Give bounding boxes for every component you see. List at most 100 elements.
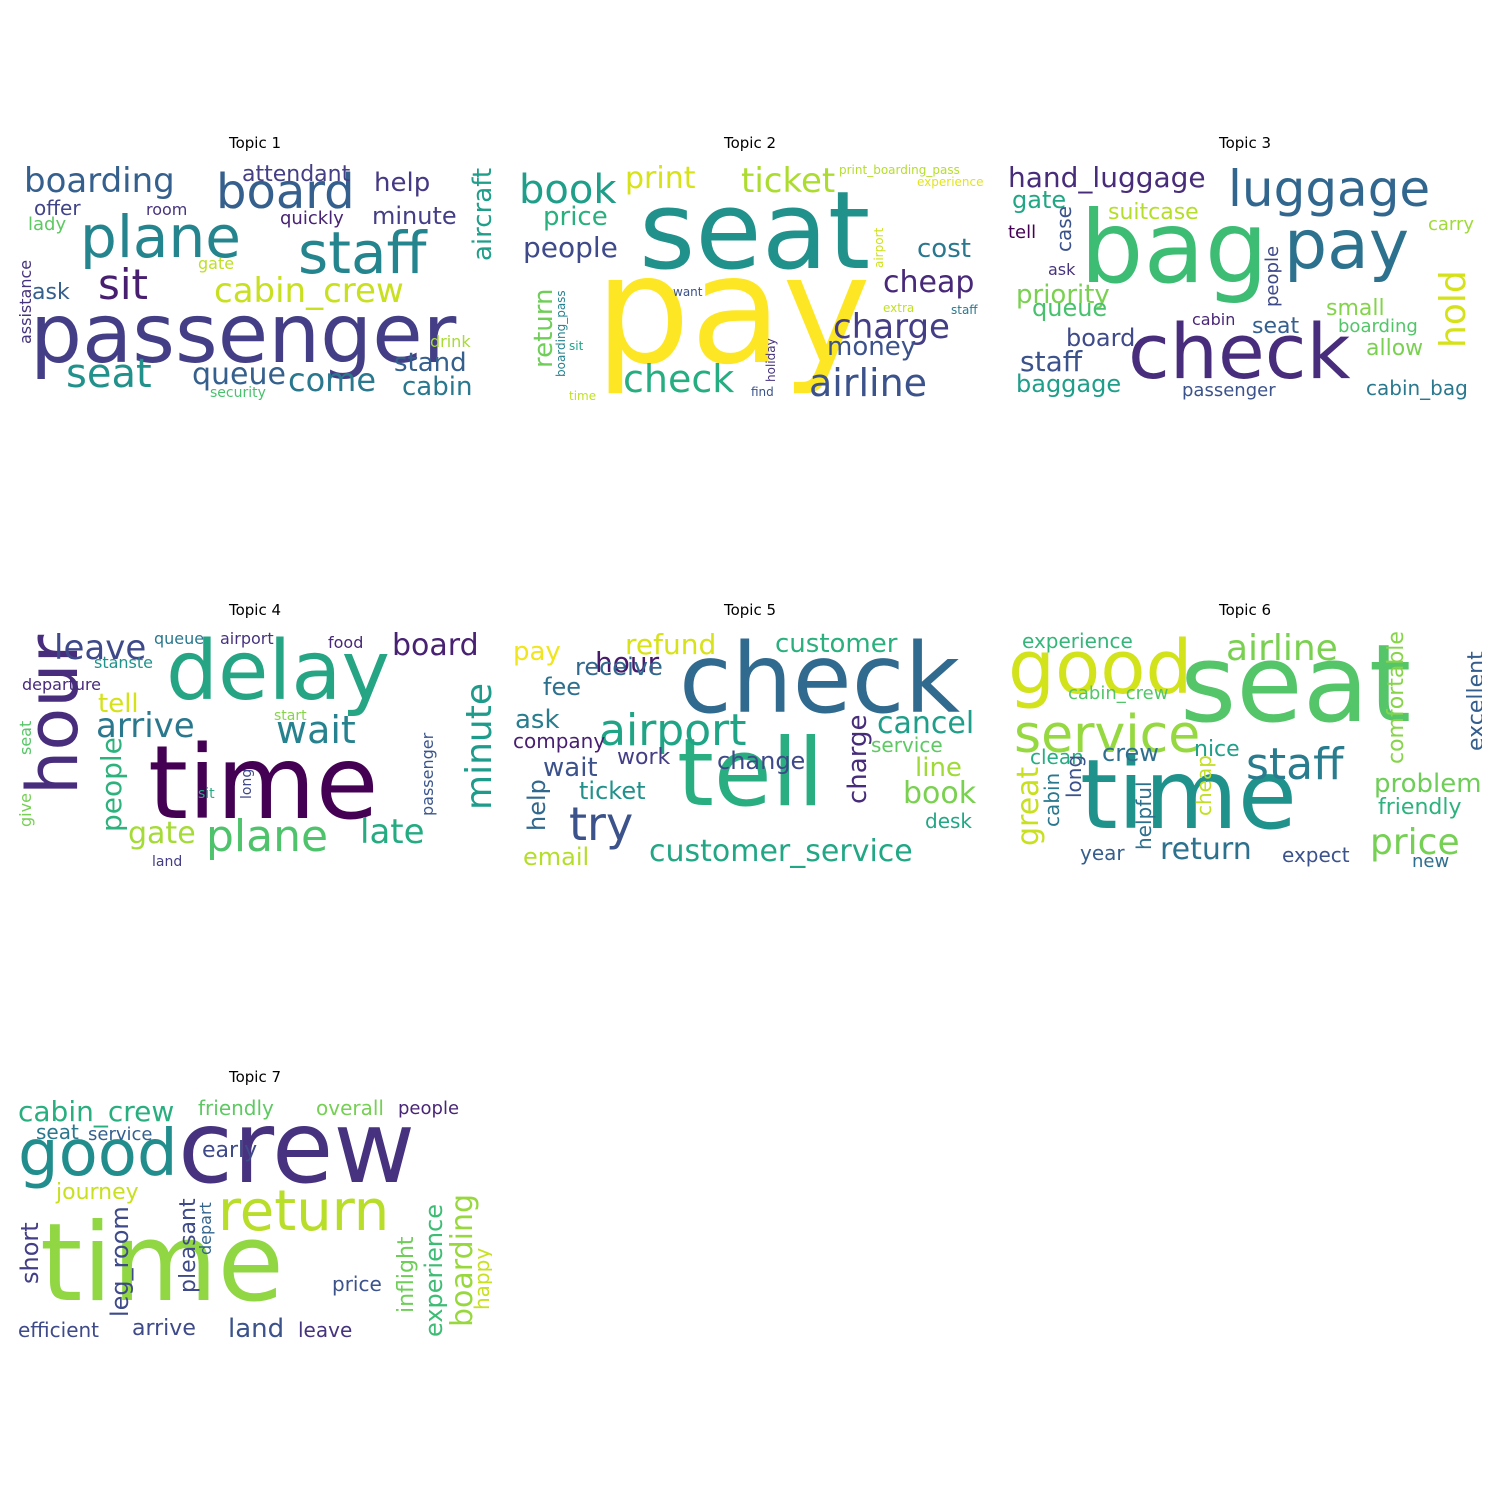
- cloud-word: print_boarding_pass: [839, 164, 960, 177]
- panel-title: Topic 3: [1218, 134, 1272, 152]
- cloud-word: tell: [1008, 222, 1037, 243]
- cloud-word: experience: [1022, 631, 1133, 653]
- cloud-word: time: [1080, 739, 1297, 851]
- cloud-word: people: [95, 737, 128, 832]
- cloud-word: price: [332, 1272, 382, 1296]
- cloud-word: cabin_crew: [1068, 683, 1169, 704]
- cloud-word: ticket: [741, 164, 836, 201]
- cloud-word: expect: [1282, 843, 1350, 867]
- cloud-word: pay: [513, 637, 561, 667]
- cloud-word: return: [218, 1179, 390, 1244]
- cloud-word: queue: [1032, 294, 1108, 322]
- cloud-word: delay: [166, 631, 391, 719]
- topic-4-panel: Topic 4 time delay hour plane minute wait arri…: [18, 601, 492, 871]
- cloud-word: hand_luggage: [1008, 164, 1206, 194]
- cloud-word: charge: [833, 307, 950, 347]
- cloud-word: gate: [1012, 186, 1067, 214]
- cloud-word: holiday: [764, 338, 778, 382]
- cloud-word: long: [239, 768, 255, 799]
- cloud-word: friendly: [198, 1098, 274, 1120]
- cloud-word: time: [569, 389, 597, 403]
- cloud-word: lady: [28, 214, 67, 235]
- cloud-word: allow: [1366, 336, 1424, 361]
- cloud-word: customer_service: [649, 834, 913, 869]
- panel-title: Topic 1: [228, 134, 282, 152]
- cloud-word: wait: [543, 753, 598, 783]
- cloud-word: boarding_pass: [554, 290, 568, 377]
- cloud-word: give: [18, 793, 35, 827]
- cloud-word: people: [398, 1098, 460, 1119]
- topic-6-panel: Topic 6 seat time good service staff airline r…: [1008, 601, 1482, 871]
- cloud-word: minute: [372, 202, 457, 230]
- cloud-word: ticket: [579, 777, 646, 805]
- cloud-word: new: [1412, 851, 1450, 871]
- cloud-word: company: [513, 729, 606, 753]
- cloud-word: find: [751, 385, 774, 399]
- cloud-word: overall: [316, 1098, 384, 1120]
- cloud-word: money: [827, 332, 917, 362]
- cloud-word: airline: [809, 361, 928, 404]
- cloud-word: sit: [98, 260, 149, 309]
- word-cloud: time delay hour plane minute wait arrive late le…: [18, 631, 492, 871]
- cloud-word: experience: [917, 175, 984, 189]
- cloud-word: drink: [430, 332, 471, 351]
- cloud-word: arrive: [132, 1316, 196, 1339]
- cloud-word: cost: [917, 234, 971, 264]
- cloud-word: room: [146, 200, 188, 219]
- cloud-word: crew: [1102, 739, 1159, 767]
- cloud-word: baggage: [1016, 370, 1122, 398]
- cloud-word: staff: [1020, 345, 1083, 378]
- cloud-word: line: [915, 753, 962, 783]
- cloud-word: change: [717, 747, 806, 775]
- word-cloud: bag check pay luggage hand_luggage hold priori…: [1008, 164, 1482, 404]
- cloud-word: early: [202, 1138, 258, 1163]
- cloud-word: short: [18, 1222, 44, 1284]
- cloud-word: offer: [34, 196, 81, 220]
- cloud-word: year: [1080, 841, 1125, 865]
- cloud-word: long: [1062, 754, 1086, 798]
- cloud-word: ask: [1048, 260, 1076, 279]
- cloud-word: people: [1262, 245, 1283, 307]
- cloud-word: sit: [198, 786, 215, 802]
- cloud-word: pay: [1284, 206, 1410, 285]
- cloud-word: nice: [1194, 737, 1240, 762]
- cloud-word: small: [1326, 296, 1385, 321]
- topic-5-panel: Topic 5 check tell airport try customer_serv…: [513, 601, 987, 871]
- cloud-word: print: [625, 164, 696, 196]
- cloud-word: price: [1370, 822, 1460, 863]
- cloud-word: service: [871, 733, 943, 757]
- cloud-word: luggage: [1228, 164, 1431, 218]
- cloud-word: land: [152, 854, 183, 870]
- cloud-word: leave: [54, 631, 147, 668]
- cloud-word: service: [88, 1124, 153, 1145]
- cloud-word: start: [274, 708, 307, 724]
- cloud-word: seat: [18, 720, 35, 755]
- panel-title: Topic 2: [723, 134, 777, 152]
- cloud-word: minute: [459, 683, 492, 810]
- cloud-word: cabin: [1040, 772, 1064, 827]
- cloud-word: quickly: [280, 208, 344, 229]
- cloud-word: people: [523, 231, 618, 264]
- cloud-word: sit: [569, 339, 584, 353]
- cloud-word: staff: [951, 303, 978, 317]
- cloud-word: hold: [1433, 270, 1474, 348]
- cloud-word: stanste: [94, 653, 154, 672]
- cloud-word: bag: [1080, 189, 1269, 306]
- cloud-word: attendant: [242, 164, 351, 187]
- cloud-word: aircraft: [468, 167, 492, 261]
- cloud-word: queue: [154, 631, 205, 648]
- cloud-word: comfortable: [1384, 631, 1409, 764]
- cloud-word: helpful: [1132, 781, 1156, 850]
- word-cloud: check tell airport try customer_service refun…: [513, 631, 987, 871]
- cloud-word: ask: [32, 280, 70, 305]
- cloud-word: clean: [1030, 745, 1084, 769]
- cloud-word: service: [1014, 705, 1201, 765]
- cloud-word: cancel: [877, 706, 975, 741]
- cloud-word: boarding: [1338, 316, 1418, 337]
- cloud-word: security: [210, 385, 266, 401]
- cloud-word: refund: [625, 631, 717, 661]
- cloud-word: cheap: [1192, 755, 1216, 816]
- cloud-word: fee: [543, 673, 581, 701]
- cloud-word: arrive: [96, 706, 195, 746]
- panel-title: Topic 4: [228, 601, 282, 619]
